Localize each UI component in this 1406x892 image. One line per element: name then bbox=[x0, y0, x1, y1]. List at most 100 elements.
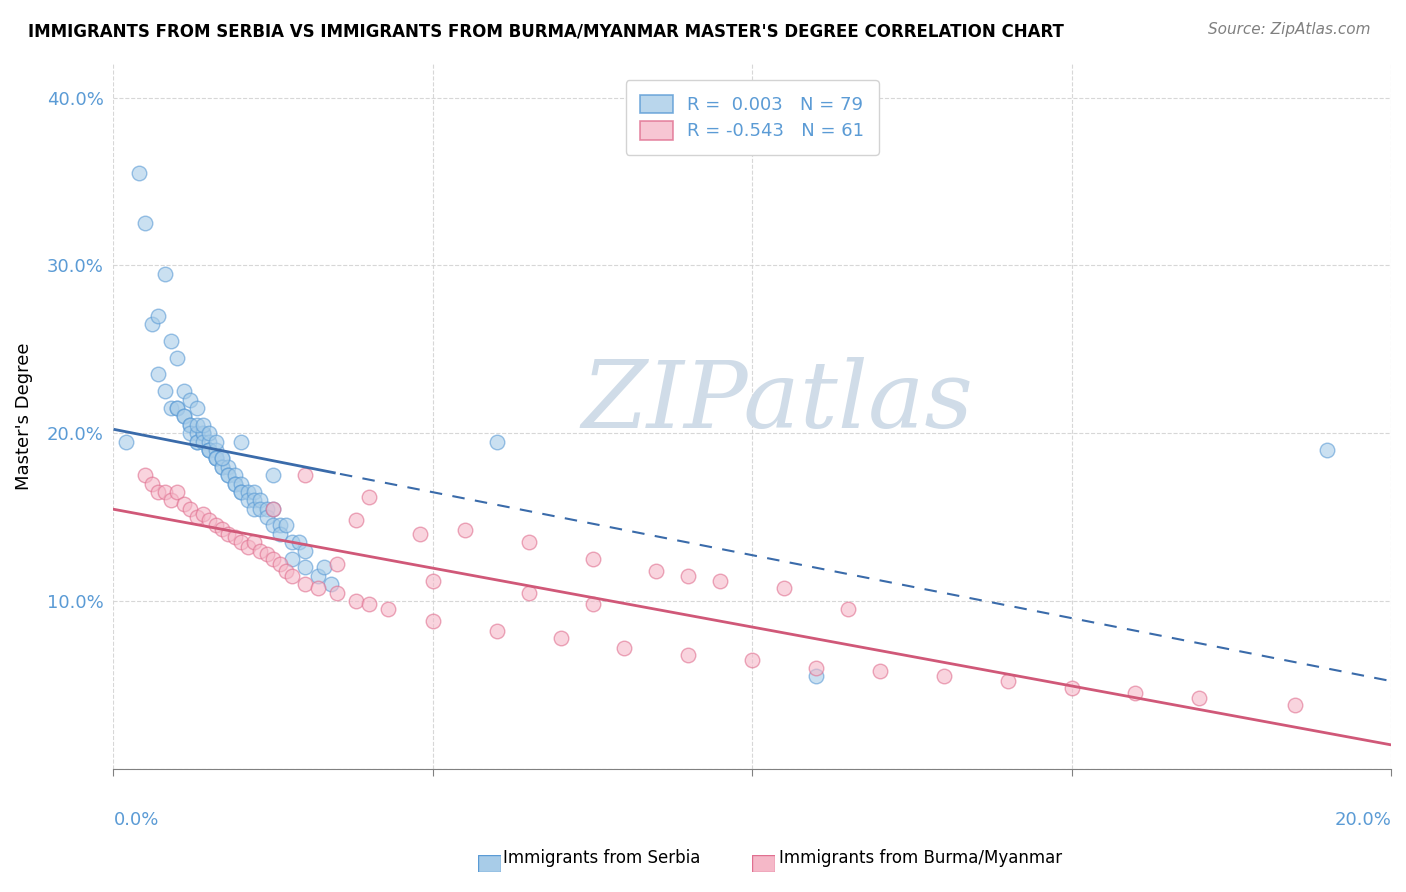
Point bbox=[422, 614, 444, 628]
Point bbox=[262, 518, 284, 533]
Point bbox=[1188, 691, 1211, 706]
Point bbox=[294, 468, 316, 483]
Point bbox=[148, 368, 170, 382]
Point bbox=[166, 484, 188, 499]
Point bbox=[517, 535, 540, 549]
Point bbox=[678, 568, 700, 582]
Point bbox=[256, 510, 278, 524]
Point bbox=[134, 217, 156, 231]
Point bbox=[314, 560, 336, 574]
Point bbox=[224, 476, 246, 491]
Point bbox=[256, 547, 278, 561]
Point bbox=[613, 640, 636, 655]
Point bbox=[932, 669, 955, 683]
Point bbox=[485, 624, 508, 639]
Point bbox=[249, 501, 271, 516]
Point bbox=[153, 484, 176, 499]
Point bbox=[231, 434, 253, 449]
Point bbox=[319, 577, 342, 591]
Point bbox=[204, 434, 226, 449]
Point bbox=[294, 560, 316, 574]
Point bbox=[1284, 698, 1306, 712]
Point bbox=[804, 669, 827, 683]
Text: ZIPatlas: ZIPatlas bbox=[582, 358, 974, 447]
Point bbox=[249, 493, 271, 508]
Point bbox=[224, 476, 246, 491]
Point bbox=[179, 501, 201, 516]
Point bbox=[243, 501, 266, 516]
Point bbox=[678, 648, 700, 662]
Point bbox=[191, 507, 214, 521]
Point bbox=[645, 564, 668, 578]
Legend: R =  0.003   N = 79, R = -0.543   N = 61: R = 0.003 N = 79, R = -0.543 N = 61 bbox=[626, 80, 879, 155]
Point bbox=[344, 513, 367, 527]
Point bbox=[211, 451, 233, 466]
Point bbox=[231, 535, 253, 549]
Point bbox=[281, 552, 304, 566]
Point bbox=[166, 401, 188, 415]
Text: IMMIGRANTS FROM SERBIA VS IMMIGRANTS FROM BURMA/MYANMAR MASTER'S DEGREE CORRELAT: IMMIGRANTS FROM SERBIA VS IMMIGRANTS FRO… bbox=[28, 22, 1064, 40]
Point bbox=[262, 501, 284, 516]
Point bbox=[294, 543, 316, 558]
Point bbox=[217, 459, 239, 474]
Point bbox=[997, 674, 1019, 689]
Y-axis label: Master's Degree: Master's Degree bbox=[15, 343, 32, 490]
Point bbox=[243, 535, 266, 549]
Point bbox=[179, 392, 201, 407]
Point bbox=[269, 518, 291, 533]
Point bbox=[236, 484, 259, 499]
Point bbox=[269, 526, 291, 541]
Point bbox=[326, 557, 349, 571]
Point bbox=[224, 530, 246, 544]
Point bbox=[243, 484, 266, 499]
Point bbox=[173, 497, 195, 511]
Point bbox=[262, 552, 284, 566]
Point bbox=[217, 526, 239, 541]
Point bbox=[281, 535, 304, 549]
Point bbox=[179, 426, 201, 441]
Point bbox=[204, 518, 226, 533]
Point bbox=[198, 442, 221, 457]
Text: 0.0%: 0.0% bbox=[114, 811, 159, 829]
Point bbox=[231, 484, 253, 499]
Point bbox=[186, 434, 208, 449]
Point bbox=[550, 631, 572, 645]
Point bbox=[294, 577, 316, 591]
Point bbox=[115, 434, 138, 449]
Point bbox=[485, 434, 508, 449]
Point bbox=[274, 564, 297, 578]
Point bbox=[198, 442, 221, 457]
Point bbox=[211, 451, 233, 466]
Point bbox=[166, 401, 188, 415]
Point bbox=[173, 409, 195, 424]
Point bbox=[179, 417, 201, 432]
Point bbox=[191, 434, 214, 449]
Point bbox=[236, 541, 259, 555]
Point bbox=[262, 468, 284, 483]
Point bbox=[217, 468, 239, 483]
Point bbox=[204, 451, 226, 466]
Point bbox=[236, 493, 259, 508]
Point bbox=[141, 476, 163, 491]
Point bbox=[357, 597, 380, 611]
Point bbox=[186, 426, 208, 441]
Point bbox=[243, 493, 266, 508]
Point bbox=[217, 468, 239, 483]
Point bbox=[160, 401, 183, 415]
Point bbox=[160, 493, 183, 508]
Point bbox=[231, 484, 253, 499]
Point bbox=[204, 451, 226, 466]
Point bbox=[148, 484, 170, 499]
Point bbox=[1125, 686, 1147, 700]
Point bbox=[326, 585, 349, 599]
Point bbox=[773, 581, 796, 595]
Point bbox=[153, 267, 176, 281]
Point bbox=[837, 602, 859, 616]
Point bbox=[191, 417, 214, 432]
Point bbox=[198, 513, 221, 527]
Point bbox=[274, 518, 297, 533]
Point bbox=[256, 501, 278, 516]
Point bbox=[517, 585, 540, 599]
Point bbox=[198, 426, 221, 441]
Point bbox=[211, 459, 233, 474]
